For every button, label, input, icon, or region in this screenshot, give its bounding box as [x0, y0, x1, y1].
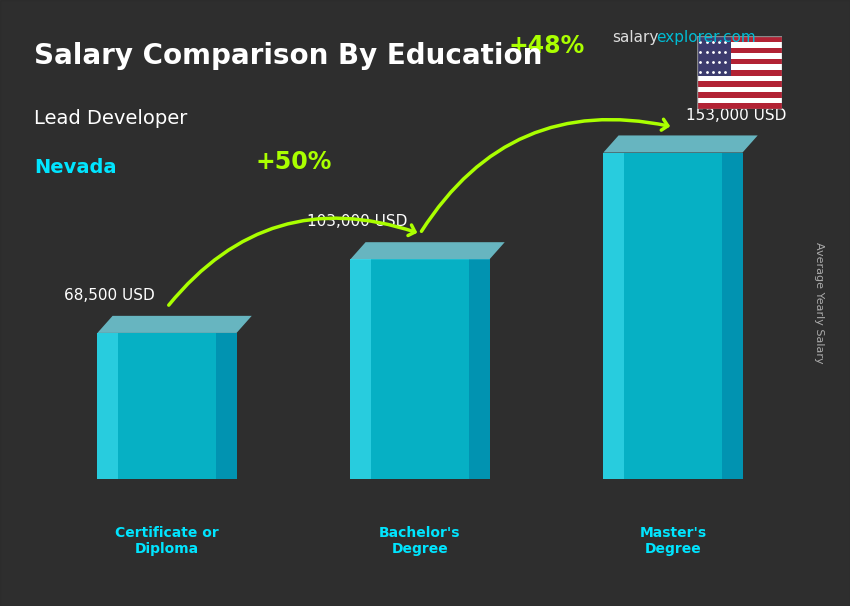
- Bar: [697, 70, 782, 76]
- FancyBboxPatch shape: [604, 153, 743, 479]
- Polygon shape: [98, 316, 252, 333]
- Text: Lead Developer: Lead Developer: [34, 109, 187, 128]
- Text: +50%: +50%: [255, 150, 332, 175]
- Text: 68,500 USD: 68,500 USD: [64, 288, 155, 303]
- Text: Salary Comparison By Education: Salary Comparison By Education: [34, 42, 542, 70]
- Bar: [697, 36, 731, 76]
- Bar: [697, 42, 782, 47]
- Bar: [697, 98, 782, 104]
- Bar: [697, 64, 782, 70]
- FancyBboxPatch shape: [350, 259, 490, 479]
- Bar: [697, 81, 782, 87]
- Text: Certificate or
Diploma: Certificate or Diploma: [115, 526, 218, 556]
- Text: explorer.com: explorer.com: [656, 30, 756, 45]
- Polygon shape: [604, 136, 757, 153]
- Bar: [604, 153, 624, 479]
- Text: Bachelor's
Degree: Bachelor's Degree: [379, 526, 461, 556]
- Text: 103,000 USD: 103,000 USD: [307, 215, 407, 230]
- Bar: [216, 333, 236, 479]
- Bar: [697, 47, 782, 53]
- Bar: [697, 92, 782, 98]
- Bar: [697, 53, 782, 59]
- Bar: [350, 259, 371, 479]
- Text: 153,000 USD: 153,000 USD: [686, 108, 786, 122]
- Text: salary: salary: [612, 30, 659, 45]
- Bar: [98, 333, 118, 479]
- Bar: [697, 36, 782, 42]
- Text: Master's
Degree: Master's Degree: [639, 526, 706, 556]
- Bar: [697, 59, 782, 64]
- Text: +48%: +48%: [508, 34, 585, 58]
- FancyBboxPatch shape: [98, 333, 236, 479]
- Bar: [697, 87, 782, 92]
- Bar: [722, 153, 743, 479]
- Polygon shape: [350, 242, 505, 259]
- Bar: [697, 76, 782, 81]
- Text: Average Yearly Salary: Average Yearly Salary: [814, 242, 824, 364]
- Bar: [468, 259, 490, 479]
- Text: Nevada: Nevada: [34, 158, 116, 176]
- Bar: [697, 104, 782, 109]
